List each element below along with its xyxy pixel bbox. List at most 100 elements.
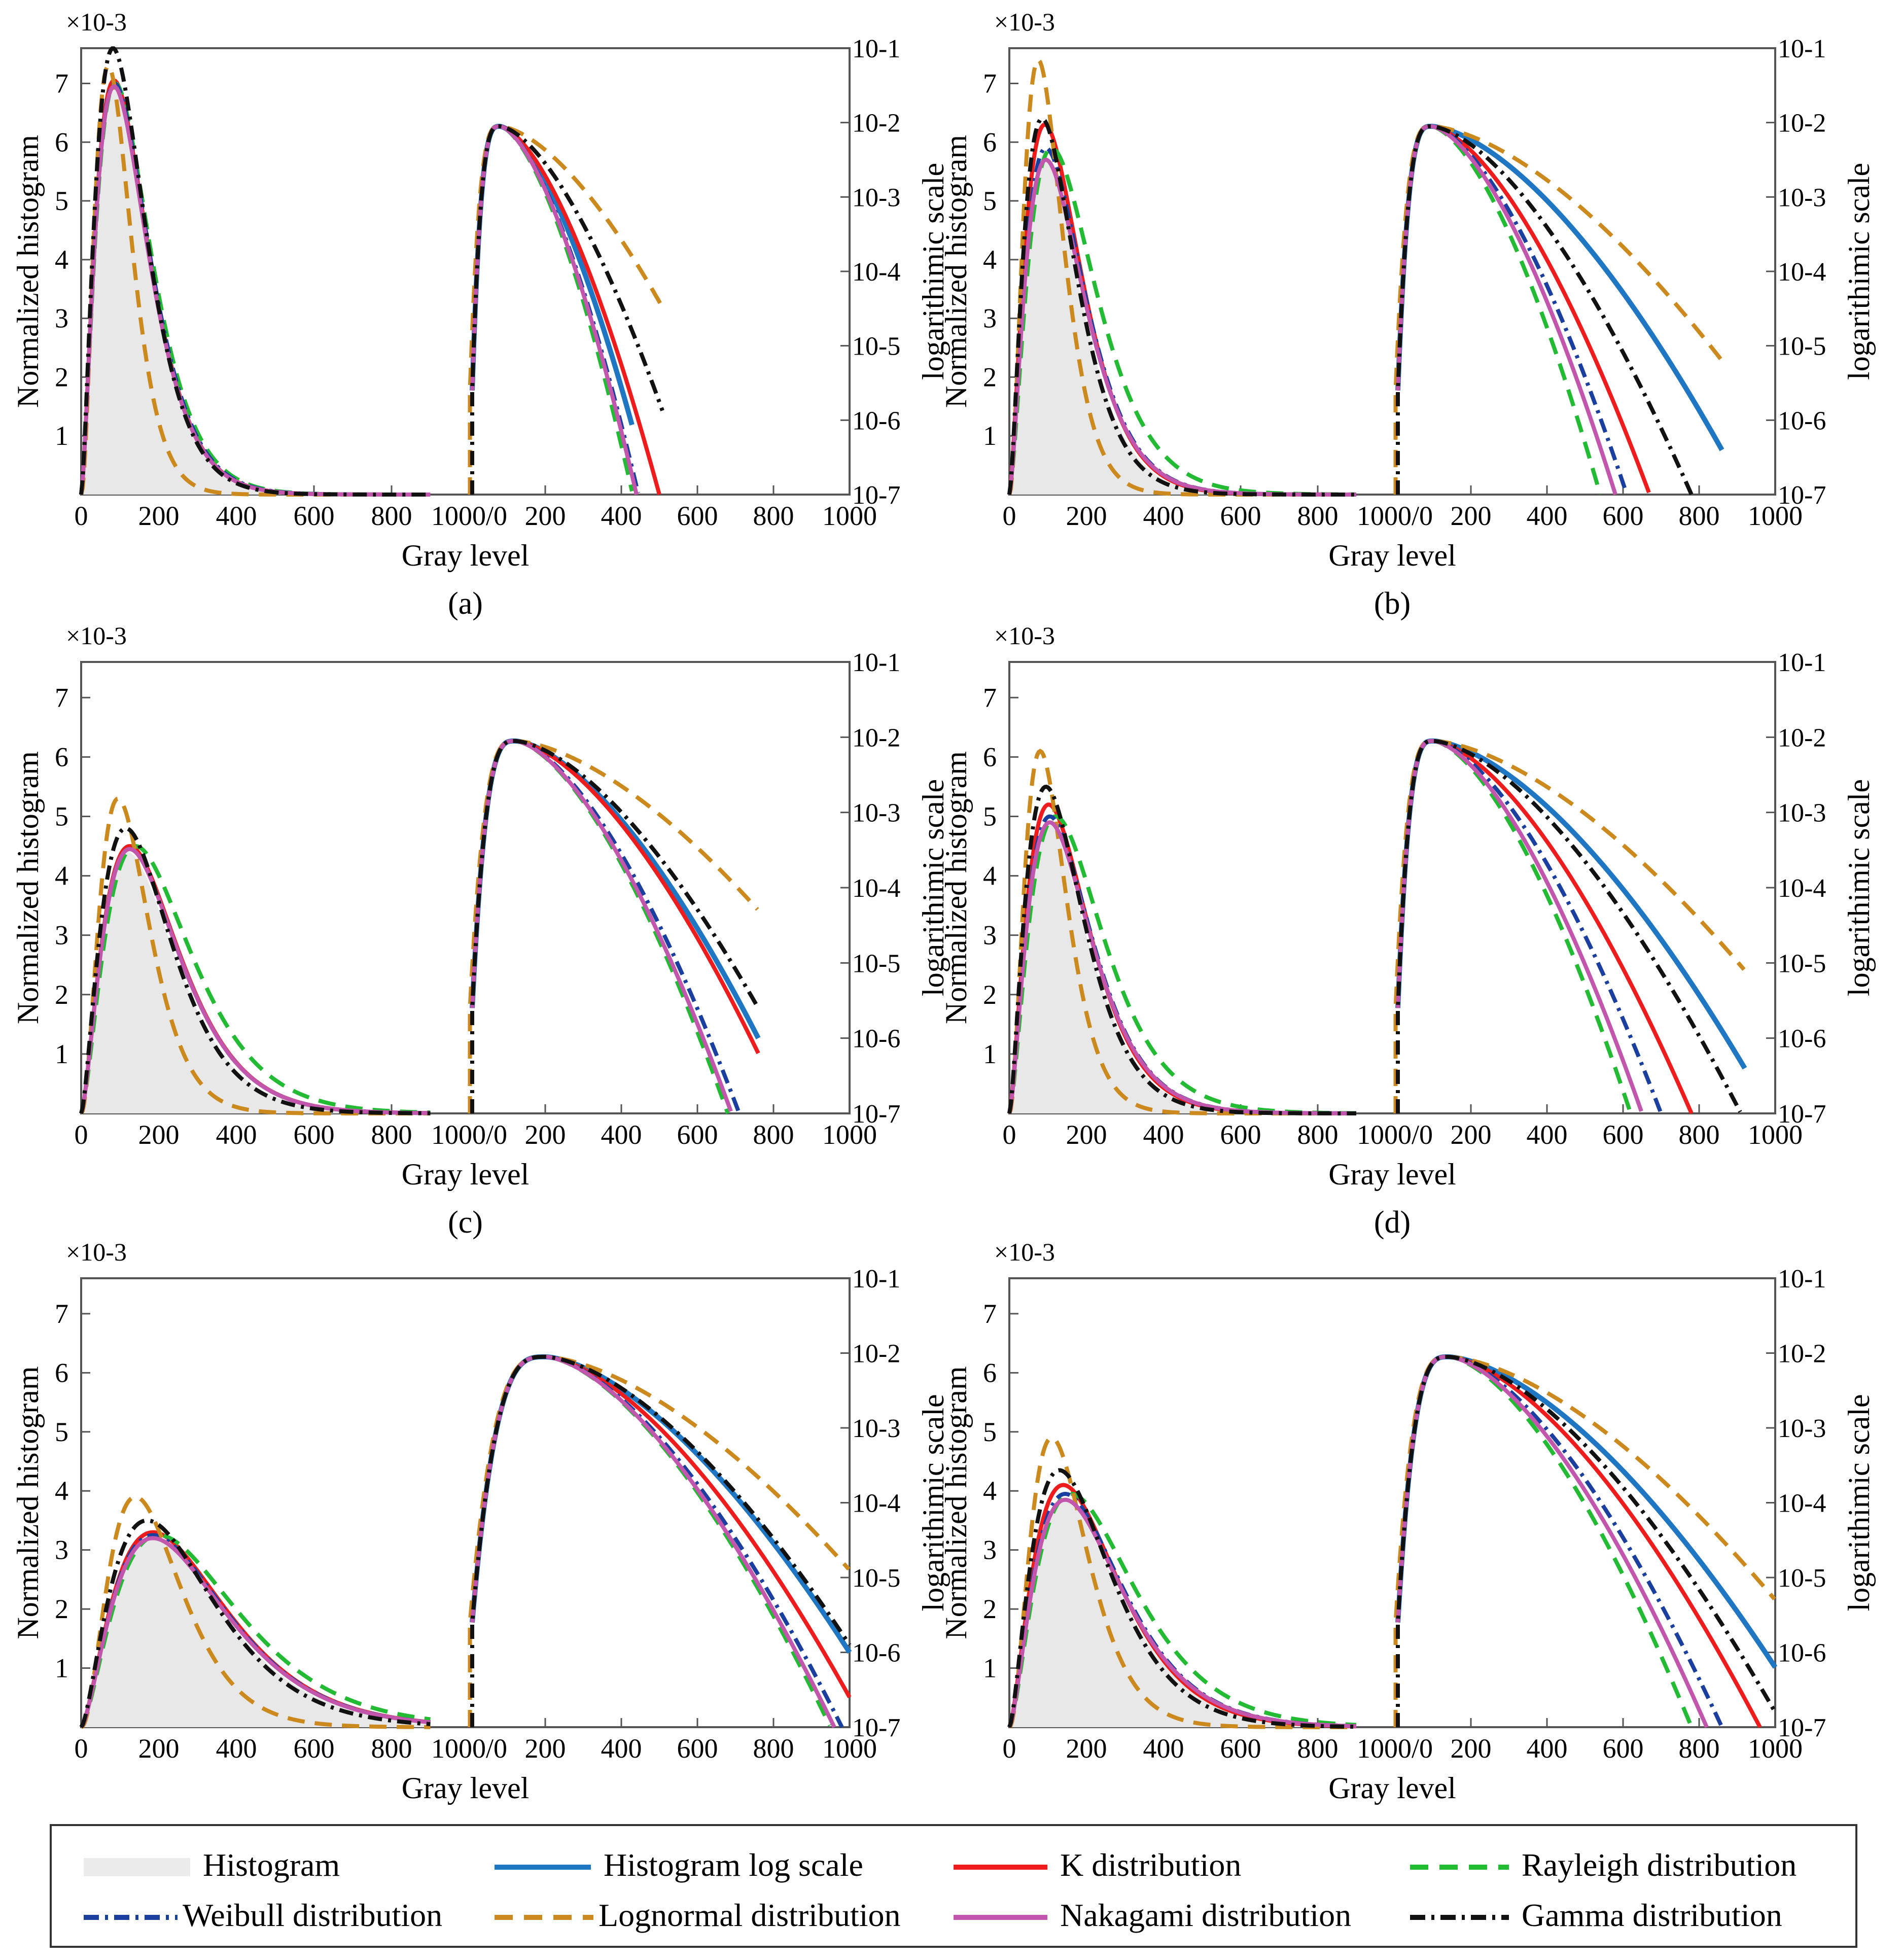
right-curve-rayleigh — [1396, 124, 1602, 496]
left-y-tick-label: 7 — [55, 682, 68, 713]
x-tick-label: 200 — [138, 1733, 180, 1764]
left-y-tick-label: 5 — [983, 801, 997, 831]
right-y-tick-label: 10-4 — [852, 874, 900, 903]
x-tick-label: 800 — [1297, 1733, 1339, 1764]
right-y-tick-label: 10-5 — [852, 949, 900, 978]
x-tick-label: 400 — [1527, 1733, 1568, 1764]
left-curve-lognormal — [80, 1494, 431, 1729]
left-y-tick-label: 7 — [983, 682, 997, 713]
plot-frame — [1008, 661, 1776, 1114]
right-y-tick-label: 10-4 — [852, 1489, 900, 1518]
right-curve-gamma — [1396, 124, 1694, 496]
left-y-tick-label: 6 — [55, 127, 68, 157]
x-tick-label: 600 — [1603, 1733, 1644, 1764]
x-axis-label: Gray level — [1328, 1158, 1456, 1191]
y-axis-label-right: logarithimic scale — [917, 779, 950, 996]
panel-f: 1 2 3 4 5 6 7 ×10-3 10-7 10-6 10-5 10-4 10-3 10-2 10-1… — [939, 1238, 1876, 1853]
right-curve-gamma — [1396, 1354, 1777, 1727]
left-y-tick-label: 2 — [983, 362, 997, 392]
right-y-tick-label: 10-2 — [1778, 1340, 1826, 1369]
panel-b: 1 2 3 4 5 6 7 ×10-3 10-7 10-6 10-5 10-4 10-3 10-2 10-1… — [939, 8, 1876, 621]
right-y-tick-label: 10-6 — [852, 406, 900, 435]
x-tick-label: 800 — [1679, 501, 1720, 531]
x-tick-label: 400 — [1143, 1733, 1184, 1764]
x-tick-label: 400 — [1527, 1119, 1568, 1150]
x-tick-label: 200 — [525, 1119, 566, 1150]
right-curve-gamma — [470, 124, 664, 495]
panels: 1 2 3 4 5 6 7 ×10-3 10-7 10-6 10-5 10-4 10-3 10-2 10-1… — [11, 8, 1876, 1853]
y-axis-label-right: logarithimic scale — [1842, 1394, 1876, 1611]
x-tick-label: 800 — [1679, 1119, 1720, 1150]
panel-label: (b) — [1374, 586, 1411, 621]
right-y-tick-label: 10-6 — [852, 1639, 900, 1668]
legend-label-histogram: Histogram — [203, 1847, 340, 1883]
y-axis-label-right: logarithimic scale — [917, 1394, 950, 1611]
x-tick-label: 600 — [677, 501, 718, 531]
right-y-tick-label: 10-3 — [852, 799, 900, 828]
right-y-tick-label: 10-4 — [1778, 1489, 1826, 1518]
left-curve-gamma — [1007, 784, 1356, 1115]
right-y-tick-label: 10-3 — [1778, 799, 1826, 828]
left-y-tick-label: 4 — [55, 1476, 68, 1506]
legend-label-rayleigh: Rayleigh distribution — [1522, 1847, 1797, 1883]
x-tick-label: 0 — [75, 1119, 88, 1150]
panel-label: (c) — [448, 1205, 483, 1240]
x-tick-label: 0 — [1003, 501, 1016, 531]
right-y-tick-label: 10-6 — [1778, 1639, 1826, 1668]
legend-label-weibull: Weibull distribution — [183, 1897, 442, 1933]
left-curve-nakagami — [79, 1536, 431, 1729]
x-tick-label: 600 — [294, 1733, 335, 1764]
left-y-tick-label: 2 — [55, 1594, 68, 1624]
right-curve-nakagami — [1396, 124, 1617, 496]
x-tick-label: 600 — [677, 1733, 718, 1764]
left-curve-gamma — [1007, 116, 1357, 497]
left-y-tick-label: 3 — [983, 1535, 997, 1565]
x-tick-label: 800 — [1297, 1119, 1339, 1150]
left-curve-gamma — [79, 1518, 431, 1729]
x-tick-label: 1000/0 — [1357, 1733, 1433, 1764]
right-curve-weibull — [1396, 1354, 1724, 1728]
histogram-area — [1009, 822, 1356, 1113]
left-curve-lognormal — [1008, 1436, 1356, 1729]
x-axis-label: Gray level — [402, 1771, 530, 1805]
left-y-tick-label: 3 — [55, 303, 68, 334]
right-y-tick-label: 10-5 — [1778, 1564, 1826, 1593]
right-y-tick-label: 10-7 — [852, 481, 900, 510]
left-exponent-label: ×10-3 — [994, 621, 1055, 650]
left-y-tick-label: 6 — [983, 742, 997, 772]
left-y-tick-label: 4 — [55, 244, 68, 275]
left-y-tick-label: 5 — [55, 801, 68, 831]
histogram-area — [81, 852, 431, 1113]
left-y-tick-label: 4 — [55, 861, 68, 891]
left-curve-nakagami — [1007, 1497, 1357, 1728]
x-tick-label: 200 — [1066, 1733, 1107, 1764]
right-y-tick-label: 10-5 — [852, 1564, 900, 1593]
legend-box — [50, 1824, 1857, 1948]
x-tick-label: 400 — [601, 1119, 642, 1150]
x-tick-label: 600 — [1220, 1733, 1261, 1764]
left-y-tick-label: 2 — [55, 362, 68, 392]
x-tick-label: 800 — [1297, 501, 1339, 531]
x-tick-label: 600 — [1603, 1119, 1644, 1150]
right-y-tick-label: 10-1 — [1778, 34, 1826, 63]
y-axis-label-left: Normalized histogram — [939, 135, 973, 408]
panel-label: (d) — [1374, 1205, 1411, 1240]
panel-c: 1 2 3 4 5 6 7 ×10-3 10-7 10-6 10-5 10-4 10-3 10-2 10-1… — [11, 621, 950, 1240]
x-tick-label: 0 — [1003, 1733, 1016, 1764]
histogram-area — [81, 1538, 431, 1727]
left-y-tick-label: 3 — [983, 920, 997, 951]
left-y-tick-label: 5 — [983, 1417, 997, 1447]
panel-a: 1 2 3 4 5 6 7 ×10-3 10-7 10-6 10-5 10-4 10-3 10-2 10-1… — [11, 8, 950, 621]
right-curve-lognormal — [468, 124, 665, 495]
y-axis-label-left: Normalized histogram — [939, 751, 973, 1024]
right-curve-gamma — [1396, 739, 1742, 1113]
right-y-tick-label: 10-3 — [1778, 183, 1826, 212]
histogram-area — [1009, 1499, 1356, 1727]
x-tick-label: 200 — [525, 1733, 566, 1764]
left-y-tick-label: 7 — [55, 1299, 68, 1329]
histogram-area — [1009, 154, 1356, 495]
right-y-tick-label: 10-2 — [1778, 723, 1826, 752]
x-tick-label: 1000/0 — [431, 1119, 507, 1150]
x-tick-label: 400 — [216, 501, 257, 531]
right-y-tick-label: 10-2 — [1778, 109, 1826, 138]
